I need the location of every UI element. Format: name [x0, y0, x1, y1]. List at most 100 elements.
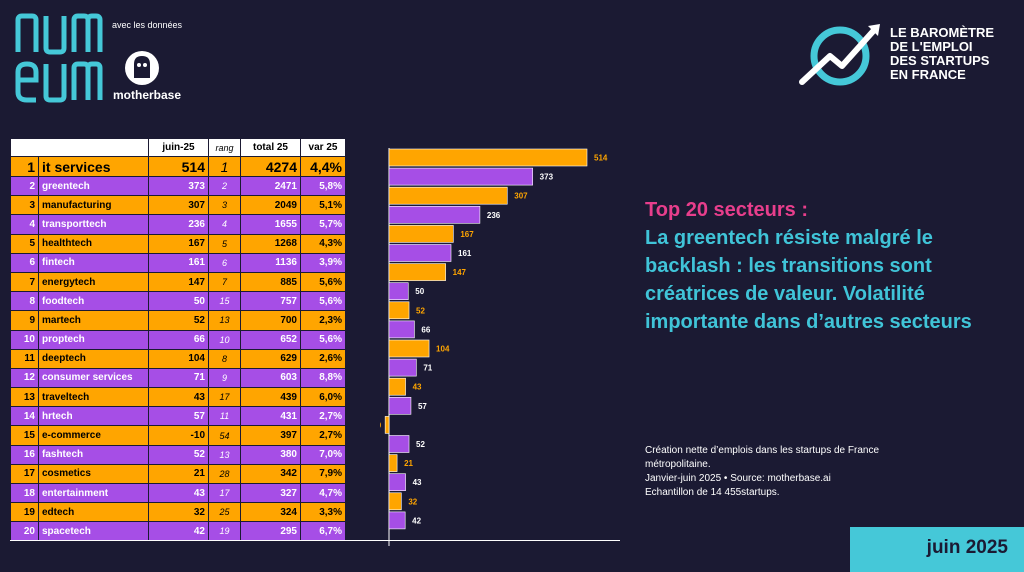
row-rank: 1: [10, 156, 39, 177]
row-rank: 9: [10, 310, 39, 331]
row-var-value: 5,7%: [300, 214, 346, 235]
header-var: var 25: [300, 138, 346, 157]
chart-data-label: 52: [416, 306, 425, 315]
sector-table: juin-25 rang total 25 var 25 1 it service…: [10, 138, 346, 542]
table-row: 16 fashtech 52 13 380 7,0%: [10, 444, 346, 465]
row-rank: 16: [10, 444, 39, 465]
row-rang-value: 11: [208, 406, 241, 427]
chart-bar: [388, 320, 415, 339]
row-juin-value: 307: [148, 195, 209, 216]
row-rang-value: 17: [208, 482, 241, 504]
row-juin-value: 57: [148, 406, 209, 427]
row-rank: 15: [10, 425, 39, 446]
row-var-value: 2,6%: [300, 348, 346, 369]
row-sector-name: deeptech: [38, 348, 149, 369]
row-total-value: 1268: [240, 233, 301, 254]
row-rang-value: 6: [208, 252, 241, 273]
row-sector-name: traveltech: [38, 387, 149, 408]
table-row: 11 deeptech 104 8 629 2,6%: [10, 348, 346, 369]
row-total-value: 327: [240, 482, 301, 504]
headline-title: Top 20 secteurs :: [645, 199, 809, 221]
row-sector-name: cosmetics: [38, 463, 149, 485]
barometre-title: LE BAROMÈTRE DE L'EMPLOI DES STARTUPS EN…: [890, 26, 994, 82]
table-row: 13 traveltech 43 17 439 6,0%: [10, 387, 346, 408]
row-total-value: 295: [240, 521, 301, 542]
row-sector-name: it services: [38, 156, 149, 177]
row-var-value: 2,7%: [300, 425, 346, 446]
row-var-value: 5,8%: [300, 175, 346, 197]
chart-data-label: 514: [594, 154, 608, 163]
chart-bar: [388, 435, 410, 453]
row-juin-value: 21: [148, 463, 209, 485]
chart-data-label: 43: [413, 478, 422, 487]
row-rang-value: 13: [208, 310, 241, 331]
row-rang-value: 15: [208, 291, 241, 312]
row-total-value: 603: [240, 367, 301, 389]
chart-bar: [388, 205, 481, 224]
chart-data-label: 66: [421, 325, 430, 334]
chart-data-label: 21: [404, 459, 413, 468]
source-line-2: Janvier-juin 2025 • Source: motherbase.a…: [645, 473, 831, 484]
table-row: 20 spacetech 42 19 295 6,7%: [10, 521, 346, 542]
row-total-value: 342: [240, 463, 301, 485]
row-var-value: 7,9%: [300, 463, 346, 485]
row-sector-name: foodtech: [38, 291, 149, 312]
chart-data-label: 43: [413, 383, 422, 392]
barometre-line-4: EN FRANCE: [890, 67, 966, 82]
chart-data-label: 104: [436, 345, 450, 354]
chart-data-label: 147: [453, 268, 467, 277]
row-sector-name: e-commerce: [38, 425, 149, 446]
row-sector-name: manufacturing: [38, 195, 149, 216]
row-var-value: 5,6%: [300, 291, 346, 312]
row-rank: 3: [10, 195, 39, 216]
chart-bar: [388, 492, 402, 511]
chart-bar: [388, 358, 417, 377]
chart-data-label: 236: [487, 211, 501, 220]
row-juin-value: 50: [148, 291, 209, 312]
avec-les-donnees-text: avec les données: [112, 20, 183, 30]
row-juin-value: 43: [148, 387, 209, 408]
chart-data-label: 42: [412, 516, 421, 525]
table-row: 1 it services 514 1 4274 4,4%: [10, 156, 346, 177]
chart-data-label: 71: [423, 364, 432, 373]
chart-bar: [388, 397, 412, 415]
row-var-value: 7,0%: [300, 444, 346, 465]
row-rank: 10: [10, 329, 39, 350]
row-rang-value: 25: [208, 502, 241, 523]
table-row: 9 martech 52 13 700 2,3%: [10, 310, 346, 331]
row-sector-name: greentech: [38, 175, 149, 197]
row-var-value: 6,7%: [300, 521, 346, 542]
row-var-value: 6,0%: [300, 387, 346, 408]
row-rank: 20: [10, 521, 39, 542]
row-sector-name: energytech: [38, 271, 149, 293]
chart-data-label: 32: [408, 497, 417, 506]
chart-data-label: 52: [416, 440, 425, 449]
row-total-value: 757: [240, 291, 301, 312]
row-var-value: 3,3%: [300, 502, 346, 523]
row-rank: 13: [10, 387, 39, 408]
row-sector-name: fintech: [38, 252, 149, 273]
table-row: 14 hrtech 57 11 431 2,7%: [10, 406, 346, 427]
headline-body: La greentech résiste malgré le backlash …: [645, 227, 972, 333]
row-juin-value: 52: [148, 444, 209, 465]
row-var-value: 3,9%: [300, 252, 346, 273]
row-total-value: 4274: [240, 156, 301, 177]
row-rank: 19: [10, 502, 39, 523]
row-total-value: 1136: [240, 252, 301, 273]
chart-data-label: 57: [418, 402, 427, 411]
row-total-value: 2471: [240, 175, 301, 197]
barometre-line-2: DE L'EMPLOI: [890, 39, 973, 54]
row-var-value: 4,4%: [300, 156, 346, 177]
row-total-value: 397: [240, 425, 301, 446]
row-total-value: 324: [240, 502, 301, 523]
row-total-value: 700: [240, 310, 301, 331]
row-total-value: 2049: [240, 195, 301, 216]
row-juin-value: 42: [148, 521, 209, 542]
row-juin-value: 66: [148, 329, 209, 350]
date-badge: juin 2025: [850, 527, 1024, 572]
row-juin-value: 32: [148, 502, 209, 523]
row-rang-value: 4: [208, 214, 241, 235]
chart-bar: [388, 511, 406, 530]
headline: Top 20 secteurs : La greentech résiste m…: [645, 196, 1005, 336]
table-row: 10 proptech 66 10 652 5,6%: [10, 329, 346, 350]
